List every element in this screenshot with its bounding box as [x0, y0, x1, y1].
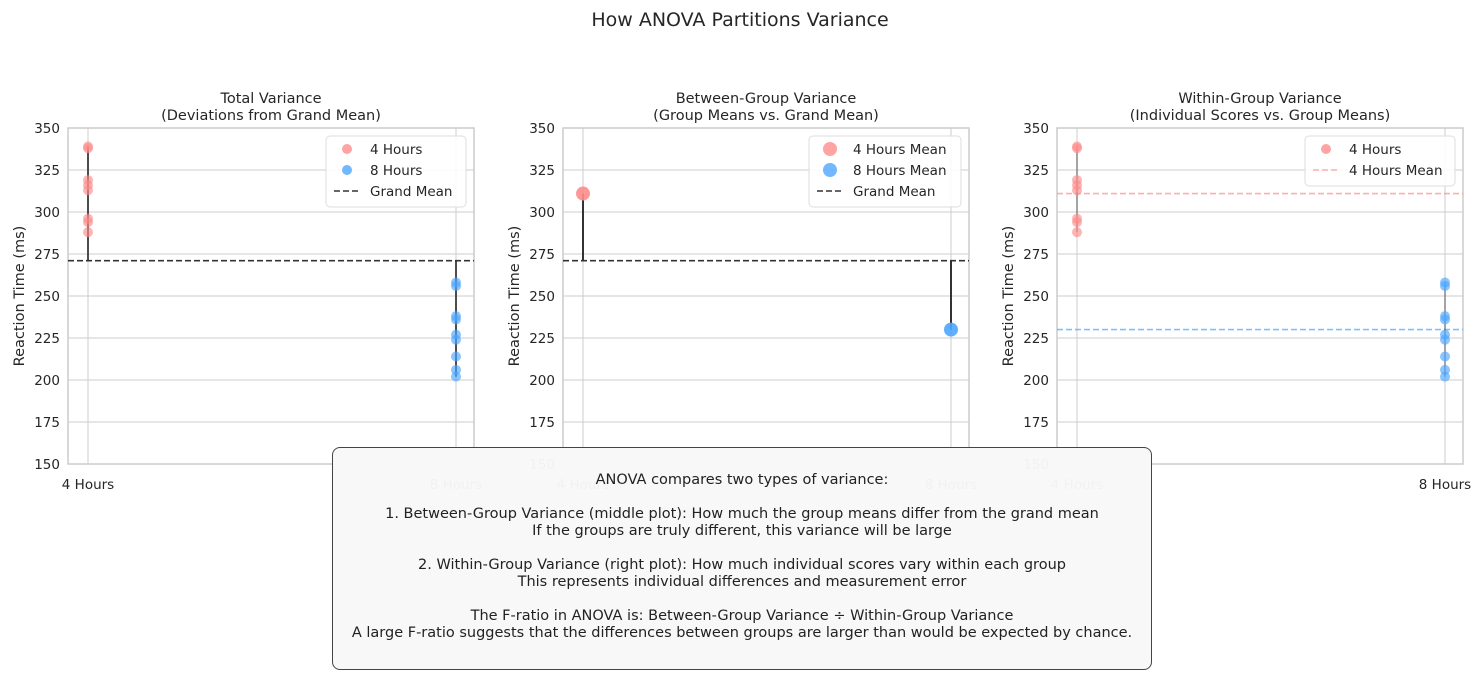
y-tick-label: 175 [1023, 415, 1049, 431]
data-point [83, 143, 93, 154]
explanation-line [333, 591, 1151, 608]
plot-frame [67, 127, 475, 465]
y-tick-label: 250 [34, 289, 60, 305]
y-tick-label: 200 [529, 373, 555, 389]
explanation-box: ANOVA compares two types of variance: 1. … [332, 447, 1152, 670]
panel-3 [1056, 127, 1464, 465]
legend-label: Grand Mean [853, 184, 935, 200]
legend: 4 Hours Mean 8 Hours Mean Grand Mean [808, 135, 962, 208]
legend-label: 4 Hours Mean [1349, 163, 1443, 179]
panel-1 [67, 127, 475, 465]
group-mean-point [944, 322, 958, 337]
y-tick-label: 275 [34, 247, 60, 263]
y-tick-label: 325 [34, 163, 60, 179]
y-tick-label: 350 [34, 121, 60, 137]
data-point [1072, 217, 1082, 228]
y-tick-label: 175 [34, 415, 60, 431]
data-point [1440, 351, 1450, 362]
y-tick-label: 150 [34, 457, 60, 473]
y-tick-label: 300 [34, 205, 60, 221]
panel-title: Between-Group Variance [676, 91, 857, 107]
data-point [451, 334, 461, 345]
legend-label: 4 Hours [370, 142, 422, 158]
data-point [451, 371, 461, 382]
panel-title: (Group Means vs. Grand Mean) [653, 108, 879, 124]
panel-title: Within-Group Variance [1178, 91, 1341, 107]
explanation-line: A large F-ratio suggests that the differ… [351, 625, 1133, 641]
y-tick-label: 225 [529, 331, 555, 347]
explanation-line: 1. Between-Group Variance (middle plot):… [385, 506, 1099, 522]
explanation-line: The F-ratio in ANOVA is: Between-Group V… [470, 608, 1014, 624]
explanation-line [333, 489, 1151, 506]
data-point [451, 280, 461, 291]
legend-label: Grand Mean [370, 184, 452, 200]
suptitle: How ANOVA Partitions Variance [591, 9, 888, 31]
panel-title: (Deviations from Grand Mean) [161, 108, 381, 124]
x-tick-label: 8 Hours [1419, 477, 1471, 493]
explanation-line: ANOVA compares two types of variance: [595, 472, 889, 488]
y-tick-label: 350 [1023, 121, 1049, 137]
y-tick-label: 175 [529, 415, 555, 431]
data-point [1440, 314, 1450, 325]
y-tick-label: 325 [1023, 163, 1049, 179]
plot-frame [1056, 127, 1464, 465]
y-tick-label: 350 [529, 121, 555, 137]
legend: 4 Hours 8 Hours Grand Mean [325, 135, 467, 208]
explanation-line: If the groups are truly different, this … [532, 523, 952, 539]
legend-label: 8 Hours [370, 163, 422, 179]
y-axis-label: Reaction Time (ms) [507, 226, 523, 367]
explanation-line [333, 540, 1151, 557]
legend-marker-icon [823, 142, 837, 156]
explanation-line: This represents individual differences a… [517, 574, 967, 590]
y-tick-label: 250 [529, 289, 555, 305]
legend-marker-icon [342, 144, 352, 154]
y-tick-label: 325 [529, 163, 555, 179]
y-tick-label: 275 [529, 247, 555, 263]
data-point [1072, 227, 1082, 238]
data-point [1440, 371, 1450, 382]
data-point [1440, 280, 1450, 291]
data-point [1440, 334, 1450, 345]
data-point [451, 351, 461, 362]
explanation-line: 2. Within-Group Variance (right plot): H… [418, 557, 1066, 573]
legend-label: 4 Hours [1349, 142, 1401, 158]
y-tick-label: 225 [34, 331, 60, 347]
y-tick-label: 225 [1023, 331, 1049, 347]
legend-marker-icon [342, 165, 352, 175]
legend-label: 8 Hours Mean [853, 163, 947, 179]
data-point [1072, 185, 1082, 196]
y-tick-label: 300 [529, 205, 555, 221]
data-point [83, 185, 93, 196]
legend-marker-icon [823, 163, 837, 177]
data-point [451, 314, 461, 325]
y-tick-label: 200 [34, 373, 60, 389]
y-axis-label: Reaction Time (ms) [12, 226, 28, 367]
group-mean-point [576, 186, 590, 201]
x-tick-label: 4 Hours [62, 477, 114, 493]
panel-title: (Individual Scores vs. Group Means) [1130, 108, 1390, 124]
data-point [1072, 143, 1082, 154]
y-tick-label: 275 [1023, 247, 1049, 263]
legend-label: 4 Hours Mean [853, 142, 947, 158]
y-tick-label: 300 [1023, 205, 1049, 221]
data-point [83, 227, 93, 238]
data-point [83, 217, 93, 228]
y-axis-label: Reaction Time (ms) [1001, 226, 1017, 367]
panel-title: Total Variance [219, 91, 321, 107]
y-tick-label: 250 [1023, 289, 1049, 305]
legend: 4 Hours 4 Hours Mean [1304, 135, 1456, 187]
y-tick-label: 200 [1023, 373, 1049, 389]
legend-marker-icon [1321, 144, 1331, 154]
